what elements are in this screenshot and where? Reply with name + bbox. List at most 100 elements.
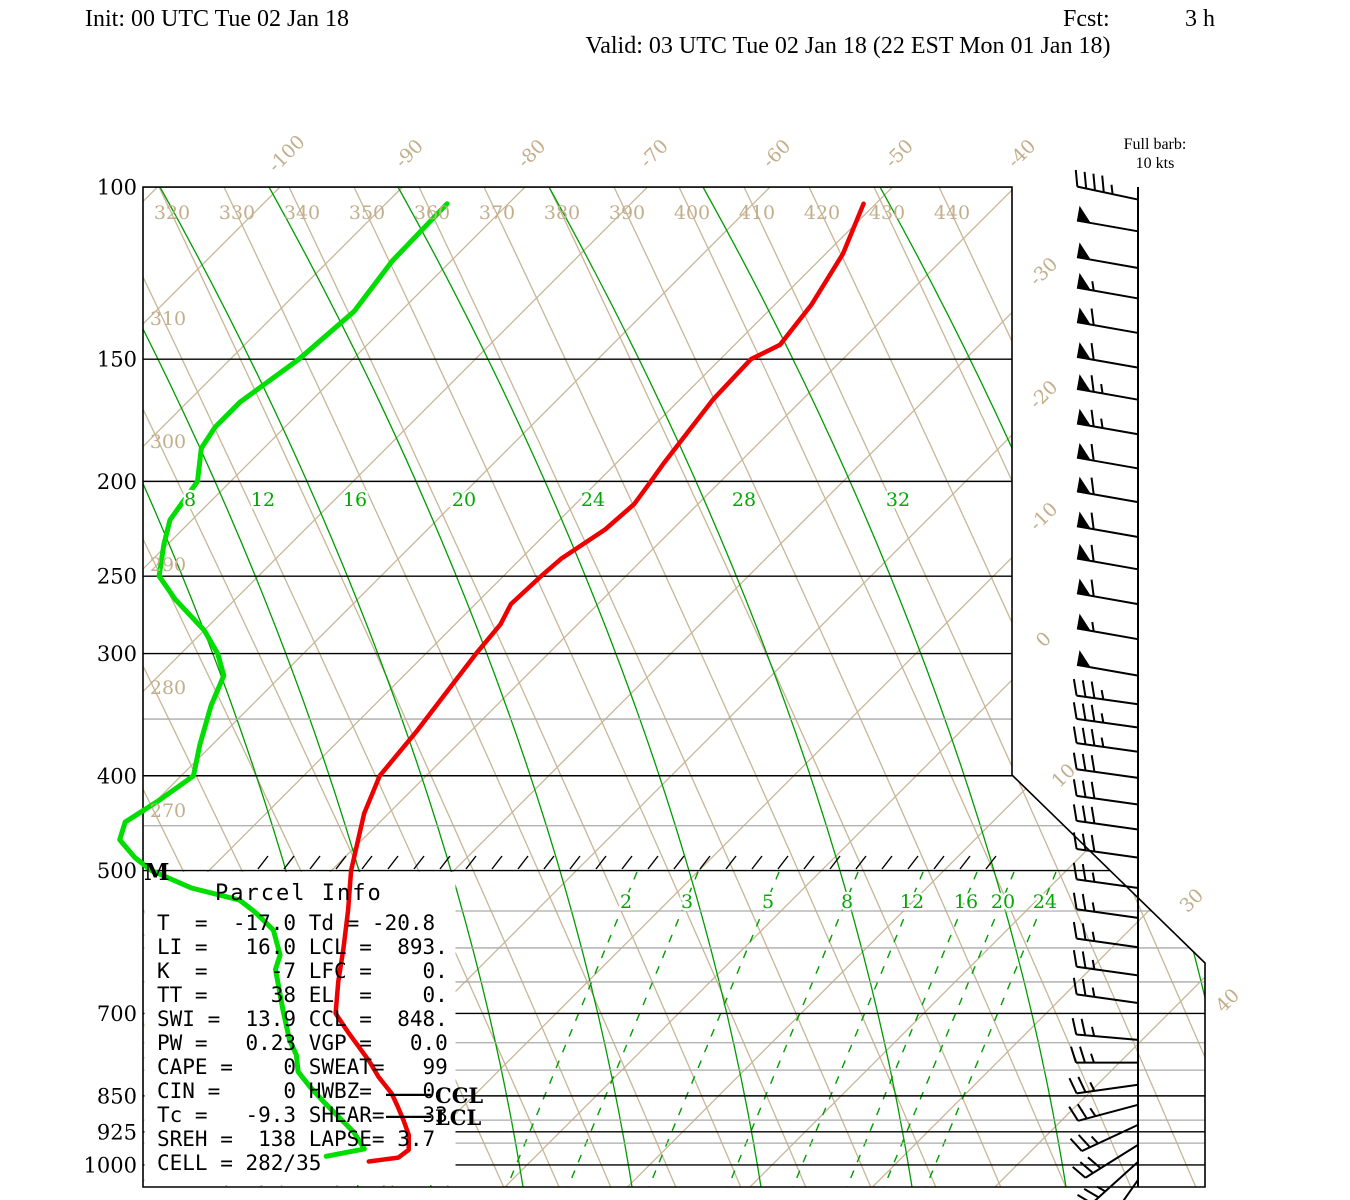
wind-barb: [1076, 374, 1139, 401]
theta-label-top: 330: [219, 202, 255, 224]
pressure-tick-label: 150: [97, 348, 137, 372]
theta-label-top: 400: [674, 202, 710, 224]
mixing-ratio-line: [846, 871, 978, 1187]
ccl-label: CCL: [435, 1083, 483, 1108]
mixing-ratio-line: [506, 871, 638, 1187]
sat-adiabat-label: 16: [343, 489, 367, 511]
wind-barb: [1072, 752, 1139, 779]
parcel-info-line: LI = 16.0 LCL = 893.: [157, 935, 448, 959]
pressure-axis-labels: 100 150 200 250 300 400 500 700 850 925 1000: [84, 176, 137, 1178]
isotherm-line: [143, 187, 526, 1187]
wind-barb: [1076, 578, 1139, 606]
saturated-adiabat-line: [548, 187, 913, 1187]
parcel-info-line: Tc = -9.3 SHEAR= 33: [157, 1103, 448, 1127]
isotherm-label-right: -10: [1025, 498, 1062, 535]
saturated-adiabat-line: [159, 187, 524, 1187]
theta-label-top: 420: [804, 202, 840, 224]
parcel-info-line: CELL = 282/35: [157, 1151, 322, 1175]
wind-barb: [1076, 272, 1139, 300]
lcl-label: LCL: [435, 1105, 481, 1130]
parcel-info-line: CAPE = 0 SWEAT= 99: [157, 1055, 448, 1079]
mixing-ratio-line: [727, 871, 859, 1187]
sat-adiabat-label: 28: [732, 489, 756, 511]
wind-barb: [1076, 242, 1139, 269]
parcel-info-backdrop: [144, 872, 456, 1185]
pressure-tick-label: 1000: [84, 1153, 137, 1177]
valid-time-label: Valid: 03 UTC Tue 02 Jan 18 (22 EST Mon …: [585, 33, 1111, 59]
isotherm-label-right: -30: [1025, 253, 1062, 290]
mixing-ratio-label: 12: [900, 891, 924, 913]
wind-barb: [1076, 1161, 1139, 1200]
wind-barb: [1076, 650, 1139, 677]
theta-label-left: 270: [150, 800, 186, 822]
theta-label-top: 340: [284, 202, 320, 224]
saturated-adiabat-line: [397, 187, 762, 1187]
theta-label-left: 280: [150, 677, 186, 699]
mixing-ratio-label: 20: [991, 891, 1015, 913]
pressure-tick-label: 850: [97, 1084, 137, 1108]
wind-barb: [1074, 169, 1139, 201]
pressure-tick-label: 300: [97, 642, 137, 666]
wind-barb: [1072, 950, 1139, 977]
pressure-tick-label: 250: [97, 565, 137, 589]
dry-adiabat-line: [613, 187, 1067, 1187]
isotherm-label-top: -90: [391, 135, 428, 172]
theta-label-top: 360: [414, 202, 450, 224]
dry-adiabat-line: [743, 187, 1197, 1187]
mixing-ratio-label: 8: [841, 891, 853, 913]
forecast-hour-label: Fcst:: [1063, 6, 1110, 32]
dry-adiabat-line: [418, 187, 872, 1187]
dry-adiabat-line: [353, 187, 807, 1187]
mixing-ratio-line: [792, 871, 924, 1187]
wind-barb: [1068, 1076, 1139, 1095]
dry-adiabat-line: [483, 187, 937, 1187]
isotherm-line: [994, 187, 1205, 1187]
mixing-ratio-line: [567, 871, 699, 1187]
wind-barb: [1076, 511, 1139, 539]
m-level-marker: M: [144, 859, 169, 886]
wind-barb: [1070, 1046, 1138, 1064]
mixing-ratio-label: 24: [1033, 891, 1057, 913]
isotherm-line: [143, 187, 771, 1187]
saturated-adiabat-line: [268, 187, 633, 1187]
wind-barb: [1122, 1179, 1139, 1200]
hatch-marks-500: [257, 855, 997, 870]
isotherm-line: [749, 187, 1205, 1187]
pressure-tick-label: 200: [97, 470, 137, 494]
wind-barbs: [1068, 169, 1139, 1200]
plot-frame: [142, 186, 1206, 1188]
parcel-info-line: PW = 0.23 VGP = 0.0: [157, 1031, 448, 1055]
wind-barb: [1076, 543, 1139, 571]
parcel-info-title: Parcel Info: [215, 881, 383, 906]
wind-barb-legend-line1: Full barb:: [1123, 136, 1187, 153]
wind-barb: [1076, 408, 1139, 436]
isotherm-label-right: 30: [1175, 884, 1208, 917]
dry-adiabat-labels: 320 330 340 350 360 370 380 390 400 410 420 430 440 3…: [150, 202, 970, 822]
dewpoint-curve: [117, 201, 450, 1159]
mixing-ratio-line: [648, 871, 780, 1187]
pressure-tick-label: 400: [97, 764, 137, 788]
mixing-ratio-line: [925, 871, 1057, 1187]
theta-label-top: 440: [934, 202, 970, 224]
theta-label-top: 350: [349, 202, 385, 224]
isotherm-line: [143, 187, 403, 1187]
wind-barb: [1072, 977, 1139, 1004]
wind-barb: [1072, 832, 1139, 859]
isotherm-line: [143, 187, 648, 1187]
wind-barb: [1072, 862, 1139, 889]
isotherm-line: [382, 187, 1205, 1187]
theta-label-left: 290: [150, 554, 186, 576]
isotherm-label-top: -80: [513, 135, 550, 172]
isotherm-label-top: -50: [881, 135, 918, 172]
isotherm-line: [143, 187, 893, 1187]
theta-label-top: 370: [479, 202, 515, 224]
moist-labels: 8 12 16 20 24 28 32 2 3 5 8 12 16 20 24: [181, 487, 1059, 916]
dry-adiabat-line: [158, 187, 612, 1187]
parcel-info-line: TT = 38 EL = 0.: [157, 983, 448, 1007]
wind-barb: [1072, 804, 1139, 831]
sat-adiabat-label: 32: [886, 489, 910, 511]
forecast-hour-value: 3 h: [1185, 6, 1215, 32]
theta-label-left: 300: [150, 431, 186, 453]
